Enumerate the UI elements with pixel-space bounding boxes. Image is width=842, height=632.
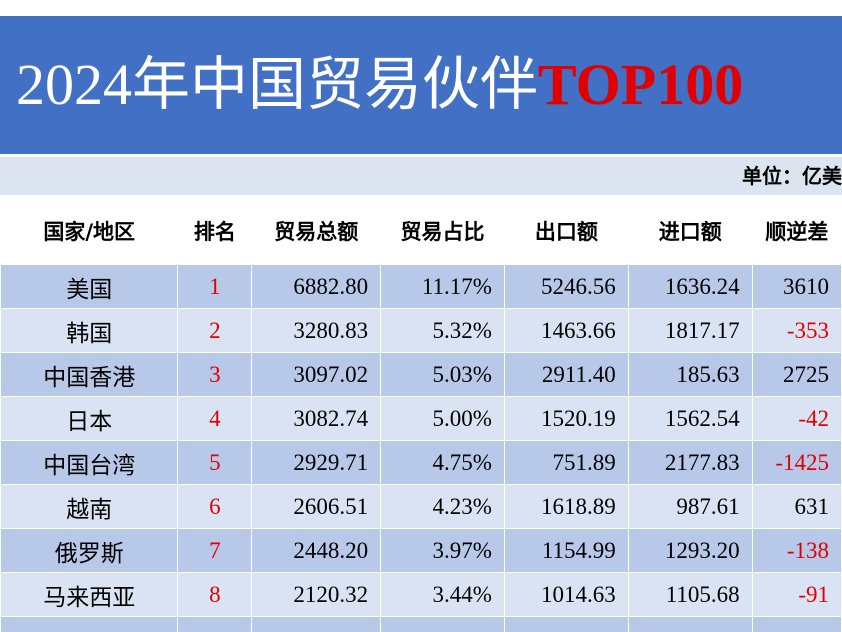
table-cell: 631	[751, 484, 842, 529]
table-row	[0, 616, 842, 632]
table-cell: 11.17%	[380, 264, 505, 309]
table-cell: 1618.89	[503, 484, 629, 529]
table-cell: 中国香港	[0, 352, 179, 397]
table-row: 日本 4 3082.74 5.00% 1520.19 1562.54 -42	[0, 396, 842, 441]
table-row: 马来西亚 8 2120.32 3.44% 1014.63 1105.68 -91	[0, 572, 842, 617]
column-header: 顺逆差	[751, 197, 842, 265]
table-cell: 韩国	[0, 308, 179, 353]
table-cell: 3.44%	[380, 572, 505, 617]
column-header: 出口额	[503, 197, 629, 265]
table-cell: 1463.66	[503, 308, 629, 353]
table-cell: 1636.24	[627, 264, 753, 309]
table-cell: 1	[177, 264, 253, 309]
table-cell	[503, 616, 629, 632]
table-row: 中国香港 3 3097.02 5.03% 2911.40 185.63 2725	[0, 352, 842, 397]
table-cell: 2929.71	[251, 440, 382, 485]
table-cell	[627, 616, 753, 632]
table-cell: 1105.68	[627, 572, 753, 617]
table-cell: 3097.02	[251, 352, 382, 397]
table-cell: -42	[751, 396, 842, 441]
table-cell: 1014.63	[503, 572, 629, 617]
table-cell: 3082.74	[251, 396, 382, 441]
table-cell: 5.32%	[380, 308, 505, 353]
table-cell: 3	[177, 352, 253, 397]
table-cell: 马来西亚	[0, 572, 179, 617]
table-cell: 2120.32	[251, 572, 382, 617]
table-cell: 5	[177, 440, 253, 485]
table-cell	[177, 616, 253, 632]
table-cell: 3.97%	[380, 528, 505, 573]
table-cell: 4.75%	[380, 440, 505, 485]
table-cell: 中国台湾	[0, 440, 179, 485]
table-cell	[251, 616, 382, 632]
table-cell: 2606.51	[251, 484, 382, 529]
title: 2024年中国贸易伙伴	[16, 52, 539, 117]
column-header: 贸易总额	[251, 197, 382, 265]
table-cell: 1520.19	[503, 396, 629, 441]
table-cell: 日本	[0, 396, 179, 441]
table-row: 韩国 2 3280.83 5.32% 1463.66 1817.17 -353	[0, 308, 842, 353]
table-cell: 1817.17	[627, 308, 753, 353]
table-cell: 5.00%	[380, 396, 505, 441]
table-cell: 5246.56	[503, 264, 629, 309]
table-cell: 185.63	[627, 352, 753, 397]
table-cell: -138	[751, 528, 842, 573]
table-cell: 2448.20	[251, 528, 382, 573]
column-header: 国家/地区	[0, 197, 179, 265]
table-cell: 6882.80	[251, 264, 382, 309]
table-cell: -91	[751, 572, 842, 617]
table-cell: 2911.40	[503, 352, 629, 397]
column-header: 贸易占比	[380, 197, 505, 265]
table-row: 中国台湾 5 2929.71 4.75% 751.89 2177.83 -1425	[0, 440, 842, 485]
table-cell: 751.89	[503, 440, 629, 485]
title-highlight: TOP100	[538, 52, 744, 117]
table-cell: 1562.54	[627, 396, 753, 441]
table-row: 越南 6 2606.51 4.23% 1618.89 987.61 631	[0, 484, 842, 529]
table-cell: 8	[177, 572, 253, 617]
trade-table: 国家/地区 排名 贸易总额 贸易占比 出口额 进口额 顺逆差 美国 1 6882.80 11.17…	[0, 197, 842, 632]
table-cell: -353	[751, 308, 842, 353]
table-cell: 4	[177, 396, 253, 441]
table-cell: 美国	[0, 264, 179, 309]
table-row: 俄罗斯 7 2448.20 3.97% 1154.99 1293.20 -138	[0, 528, 842, 573]
table-cell	[751, 616, 842, 632]
table-cell: 987.61	[627, 484, 753, 529]
table-cell: 3610	[751, 264, 842, 309]
table-cell: 2177.83	[627, 440, 753, 485]
table-cell: 7	[177, 528, 253, 573]
table-cell: 5.03%	[380, 352, 505, 397]
table-cell: 3280.83	[251, 308, 382, 353]
unit: 单位：亿美	[0, 157, 842, 195]
table-cell: 1154.99	[503, 528, 629, 573]
table-cell: 6	[177, 484, 253, 529]
table-cell: 1293.20	[627, 528, 753, 573]
table-cell	[380, 616, 505, 632]
table-cell: 4.23%	[380, 484, 505, 529]
table-cell: 2	[177, 308, 253, 353]
title-banner: 2024年中国贸易伙伴TOP100	[0, 16, 842, 154]
table-row: 美国 1 6882.80 11.17% 5246.56 1636.24 3610	[0, 264, 842, 309]
table-cell: 越南	[0, 484, 179, 529]
column-header: 排名	[177, 197, 253, 265]
table-cell: 俄罗斯	[0, 528, 179, 573]
table-cell: -1425	[751, 440, 842, 485]
header-row: 国家/地区 排名 贸易总额 贸易占比 出口额 进口额 顺逆差	[0, 197, 842, 265]
column-header: 进口额	[627, 197, 753, 265]
table-cell: 2725	[751, 352, 842, 397]
table-cell	[0, 616, 179, 632]
